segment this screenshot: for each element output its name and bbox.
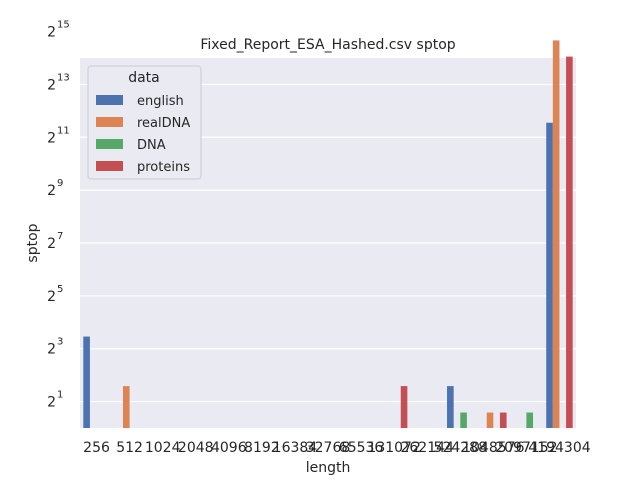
x-tick-label: 2048 [178,440,214,456]
x-tick-label: 1048576 [462,440,524,456]
x-tick-label: 4194304 [528,440,590,456]
x-tick-label: 131072 [367,440,420,456]
legend-label: DNA [137,138,166,153]
x-tick-labels: 256 512 1024204840968192163843276865536131… [83,440,591,456]
bar-DNA-524288 [460,412,467,428]
bar-realDNA-512 [122,386,130,428]
x-tick-label: 1024 [145,440,181,456]
x-tick-label: 2097152 [495,440,557,456]
y-tick-exponent: 7 [57,231,63,242]
bar-proteins-4194304 [566,56,573,429]
legend-swatch [96,139,123,149]
y-tick-base: 2 [47,395,56,411]
legend-item-proteins: proteins [96,160,190,175]
y-axis-label: sptop [25,223,41,262]
x-tick-label: 262144 [400,440,454,456]
bar-english-524288 [447,386,454,428]
y-tick-label: 2 15 [47,20,70,41]
x-tick-label: 524288 [434,440,487,456]
legend-item-realDNA: realDNA [96,116,190,131]
legend-item-english: english [96,94,184,109]
y-tick-exponent: 9 [57,178,63,189]
x-tick-label: 256 [83,440,110,456]
y-tick-exponent: 1 [57,390,63,401]
legend-item-DNA: DNA [96,138,166,153]
y-tick-base: 2 [47,289,56,305]
y-tick-label: 2 11 [47,125,70,146]
grid-lines [80,30,576,403]
x-tick-label: 32768 [306,440,351,456]
legend-swatch [96,161,123,171]
y-tick-label: 2 13 [47,72,70,93]
y-tick-base: 2 [47,236,56,252]
chart-title: Fixed_Report_ESA_Hashed.csv sptop [200,37,455,53]
legend: data english realDNA DNA proteins [87,65,202,180]
legend-label: proteins [137,160,190,175]
bar-english-256 [83,336,90,428]
bar-proteins-1048576 [499,412,507,428]
x-tick-label: 512 [116,440,143,456]
legend-label: english [137,94,184,109]
y-tick-base: 2 [47,25,56,41]
y-tick-base: 2 [47,130,56,146]
bar-realDNA-1048576 [486,412,494,428]
y-tick-exponent: 11 [57,125,70,136]
x-tick-label: 8192 [244,440,280,456]
legend-frame [87,65,202,180]
bar-realDNA-4194304 [552,40,560,428]
legend-label: realDNA [137,116,190,131]
x-tick-label: 4096 [211,440,247,456]
y-tick-base: 2 [47,342,56,358]
x-axis-label: length [306,460,351,476]
y-tick-exponent: 5 [57,284,63,295]
y-tick-exponent: 3 [57,337,63,348]
bar-DNA-2097152 [526,412,534,428]
legend-swatch [96,117,123,127]
x-tick-label: 65536 [339,440,384,456]
y-tick-base: 2 [47,77,56,93]
y-tick-labels: 2 12 32 52 72 92 112 132 15 [47,20,70,411]
x-tick-label: 16384 [273,440,318,456]
y-tick-exponent: 13 [57,72,70,83]
y-tick-exponent: 15 [57,20,70,31]
legend-swatch [96,95,123,105]
bar-proteins-131072 [400,386,408,428]
bar-english-4194304 [546,122,553,428]
bars [83,40,573,429]
y-tick-base: 2 [47,183,56,199]
legend-title: data [128,70,160,86]
